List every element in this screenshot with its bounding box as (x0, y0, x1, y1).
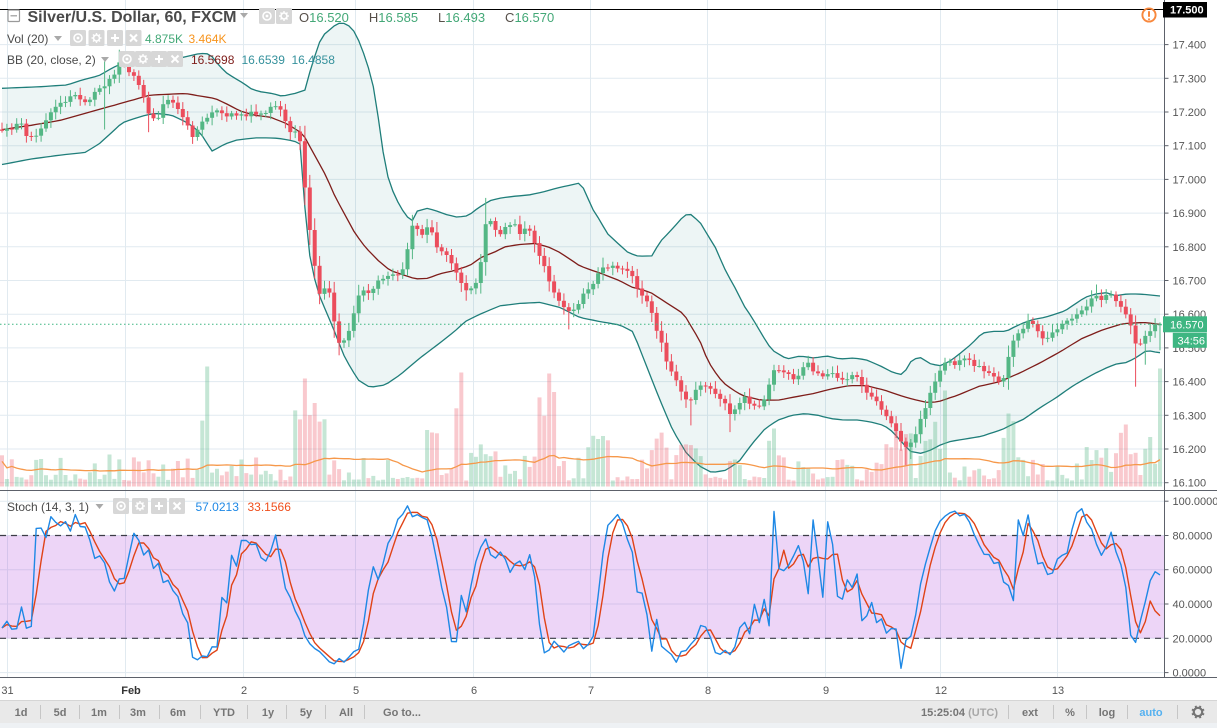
svg-text:YTD: YTD (213, 707, 235, 719)
svg-text:13: 13 (1052, 685, 1064, 697)
svg-text:31: 31 (1, 685, 13, 697)
svg-text:17.100: 17.100 (1173, 141, 1207, 153)
svg-text:34:56: 34:56 (1178, 335, 1206, 347)
svg-text:16.5698: 16.5698 (191, 53, 235, 67)
svg-text:3m: 3m (130, 707, 146, 719)
svg-text:3.464K: 3.464K (189, 32, 227, 46)
svg-text:All: All (339, 707, 353, 719)
svg-text:%: % (1065, 707, 1075, 719)
svg-text:Go to...: Go to... (383, 707, 421, 719)
svg-text:auto: auto (1139, 707, 1163, 719)
svg-text:5d: 5d (54, 707, 67, 719)
svg-text:57.0213: 57.0213 (196, 500, 240, 514)
svg-text:4.875K: 4.875K (145, 32, 183, 46)
svg-text:1m: 1m (91, 707, 107, 719)
svg-text:60.0000: 60.0000 (1173, 565, 1213, 577)
svg-text:16.800: 16.800 (1173, 242, 1207, 254)
svg-text:33.1566: 33.1566 (248, 500, 292, 514)
svg-text:16.570: 16.570 (1170, 319, 1204, 331)
svg-text:16.200: 16.200 (1173, 444, 1207, 456)
svg-text:6m: 6m (170, 707, 186, 719)
svg-text:40.0000: 40.0000 (1173, 599, 1213, 611)
svg-text:17.500: 17.500 (1170, 5, 1204, 17)
svg-text:16.4858: 16.4858 (292, 53, 336, 67)
svg-text:100.0000: 100.0000 (1173, 496, 1217, 508)
svg-text:17.200: 17.200 (1173, 107, 1207, 119)
svg-text:ext: ext (1022, 707, 1038, 719)
svg-text:17.300: 17.300 (1173, 73, 1207, 85)
svg-text:20.0000: 20.0000 (1173, 633, 1213, 645)
svg-text:7: 7 (588, 685, 594, 697)
svg-text:16.900: 16.900 (1173, 208, 1207, 220)
svg-text:log: log (1099, 707, 1116, 719)
svg-text:80.0000: 80.0000 (1173, 531, 1213, 543)
svg-text:8: 8 (705, 685, 711, 697)
svg-text:17.400: 17.400 (1173, 40, 1207, 52)
svg-text:15:25:04 (UTC): 15:25:04 (UTC) (921, 707, 998, 719)
svg-text:16.700: 16.700 (1173, 276, 1207, 288)
svg-text:1d: 1d (15, 707, 28, 719)
svg-text:16.300: 16.300 (1173, 410, 1207, 422)
svg-text:16.100: 16.100 (1173, 478, 1207, 490)
svg-text:0.0000: 0.0000 (1173, 668, 1207, 680)
svg-text:2: 2 (241, 685, 247, 697)
svg-text:Vol (20): Vol (20) (7, 32, 48, 46)
svg-text:17.000: 17.000 (1173, 174, 1207, 186)
svg-text:Stoch (14, 3, 1): Stoch (14, 3, 1) (7, 500, 89, 514)
svg-text:6: 6 (471, 685, 477, 697)
svg-text:16.6539: 16.6539 (242, 53, 286, 67)
svg-text:9: 9 (823, 685, 829, 697)
svg-text:16.400: 16.400 (1173, 377, 1207, 389)
svg-text:BB (20, close, 2): BB (20, close, 2) (7, 53, 96, 67)
svg-text:12: 12 (935, 685, 947, 697)
svg-text:5: 5 (353, 685, 359, 697)
svg-text:Feb: Feb (121, 685, 141, 697)
svg-text:5y: 5y (300, 707, 313, 719)
svg-text:Silver/U.S. Dollar, 60, FXCM: Silver/U.S. Dollar, 60, FXCM (28, 9, 237, 26)
svg-text:1y: 1y (262, 707, 275, 719)
